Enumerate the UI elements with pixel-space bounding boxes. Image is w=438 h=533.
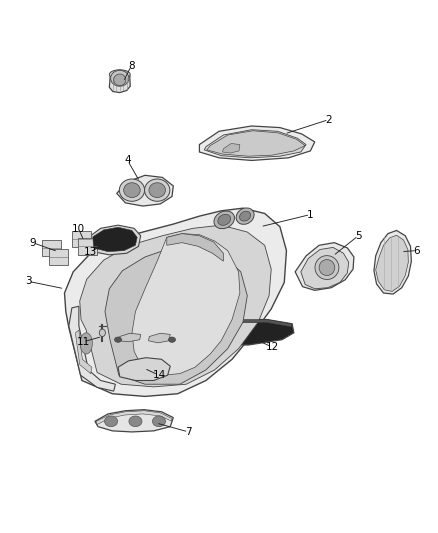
Text: 7: 7 (185, 427, 192, 437)
Polygon shape (87, 225, 141, 255)
Polygon shape (96, 411, 172, 424)
Polygon shape (188, 319, 294, 345)
Ellipse shape (236, 208, 254, 224)
Ellipse shape (145, 179, 170, 201)
Ellipse shape (240, 211, 251, 221)
Polygon shape (117, 175, 173, 206)
Ellipse shape (111, 70, 129, 86)
Ellipse shape (149, 183, 166, 198)
Polygon shape (75, 330, 92, 374)
Polygon shape (132, 233, 240, 375)
Ellipse shape (119, 179, 145, 201)
Ellipse shape (115, 337, 121, 342)
Text: 1: 1 (307, 209, 314, 220)
Ellipse shape (152, 416, 166, 426)
Text: 10: 10 (72, 224, 85, 235)
Polygon shape (72, 231, 92, 247)
Text: 3: 3 (25, 276, 32, 286)
Ellipse shape (319, 260, 335, 276)
Text: 5: 5 (355, 231, 362, 241)
Polygon shape (207, 131, 305, 156)
Polygon shape (93, 227, 137, 252)
Ellipse shape (218, 214, 231, 225)
Ellipse shape (315, 256, 339, 279)
Polygon shape (148, 333, 170, 343)
Ellipse shape (105, 416, 117, 426)
Polygon shape (95, 410, 173, 432)
Text: 11: 11 (77, 337, 90, 347)
Text: 13: 13 (84, 247, 97, 257)
Ellipse shape (124, 183, 140, 198)
Polygon shape (42, 240, 61, 256)
Polygon shape (64, 208, 286, 397)
Text: 4: 4 (124, 156, 131, 165)
Polygon shape (223, 143, 240, 153)
Text: 8: 8 (128, 61, 134, 71)
Ellipse shape (114, 74, 126, 86)
Polygon shape (376, 235, 408, 292)
Polygon shape (49, 249, 68, 265)
Text: 2: 2 (325, 115, 332, 125)
Polygon shape (78, 238, 97, 255)
Text: 12: 12 (265, 342, 279, 352)
Polygon shape (295, 243, 354, 290)
Polygon shape (119, 333, 141, 342)
Ellipse shape (129, 416, 142, 426)
Polygon shape (118, 358, 170, 381)
Ellipse shape (99, 329, 106, 336)
Ellipse shape (169, 337, 176, 342)
Polygon shape (199, 126, 315, 160)
Ellipse shape (110, 70, 130, 79)
Polygon shape (374, 230, 411, 294)
Polygon shape (110, 70, 130, 93)
Polygon shape (105, 246, 247, 384)
Polygon shape (189, 319, 292, 334)
Text: 6: 6 (414, 246, 420, 256)
Text: 9: 9 (29, 238, 36, 248)
Ellipse shape (80, 333, 92, 354)
Polygon shape (80, 225, 271, 387)
Polygon shape (204, 130, 306, 158)
Polygon shape (301, 247, 349, 289)
Polygon shape (69, 306, 116, 391)
Polygon shape (167, 233, 223, 261)
Text: 14: 14 (152, 370, 166, 380)
Ellipse shape (214, 211, 234, 229)
